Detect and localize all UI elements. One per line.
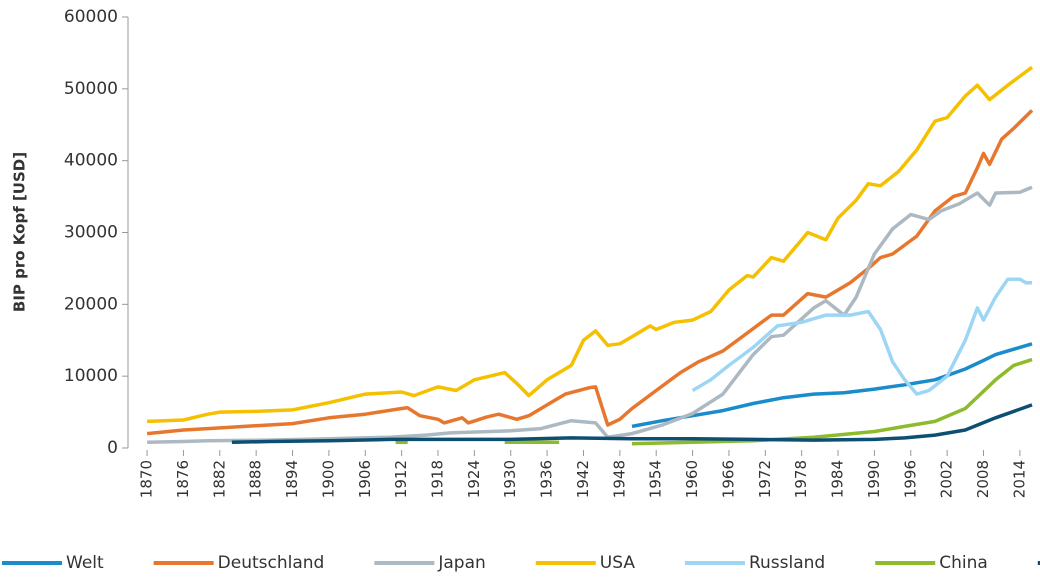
y-tick-label: 0 [107,438,118,458]
y-tick-label: 20000 [64,294,118,314]
x-tick-label: 2014 [1010,460,1028,498]
x-tick-label: 1954 [647,460,665,498]
series-line [147,185,1033,445]
x-tick-label: 1918 [429,460,447,498]
y-tick-label: 30000 [64,223,118,243]
x-tick-label: 1960 [683,460,701,498]
series-line [631,357,1033,446]
series-line [631,342,1033,429]
y-tick-label: 10000 [64,366,118,386]
y-tick-label: 60000 [64,7,118,27]
y-tick-label: 40000 [64,151,118,171]
legend-label: Russland [749,553,825,573]
series-line [231,403,1033,445]
x-tick-label: 1924 [465,460,483,498]
x-tick-label: 1978 [792,460,810,498]
legend-label: Japan [437,553,485,573]
x-tick-label: 2008 [974,460,992,498]
x-tick-label: 1984 [829,460,847,498]
y-tick-label: 50000 [64,79,118,99]
x-tick-label: 1894 [283,460,301,498]
x-tick-label: 1888 [247,460,265,498]
x-tick-label: 1972 [756,460,774,498]
x-tick-label: 1948 [610,460,628,498]
x-tick-label: 1906 [356,460,374,498]
series-line [147,65,1034,424]
x-tick-label: 1876 [174,460,192,498]
x-tick-label: 1990 [865,460,883,498]
x-tick-label: 2002 [938,460,956,498]
series-line [146,109,1034,436]
legend-label: Deutschland [218,553,325,573]
x-tick-label: 1870 [138,460,156,498]
x-tick-label: 1912 [392,460,410,498]
series-line [691,277,1032,396]
legend-label: Welt [66,553,104,573]
y-axis-label: BIP pro Kopf [USD] [11,152,29,312]
x-tick-label: 1930 [501,460,519,498]
x-tick-label: 1900 [319,460,337,498]
x-tick-label: 1936 [538,460,556,498]
x-tick-label: 1996 [901,460,919,498]
x-tick-label: 1882 [210,460,228,498]
x-tick-label: 1942 [574,460,592,498]
legend-label: USA [600,553,636,573]
x-tick-label: 1966 [719,460,737,498]
legend-label: China [939,553,988,573]
